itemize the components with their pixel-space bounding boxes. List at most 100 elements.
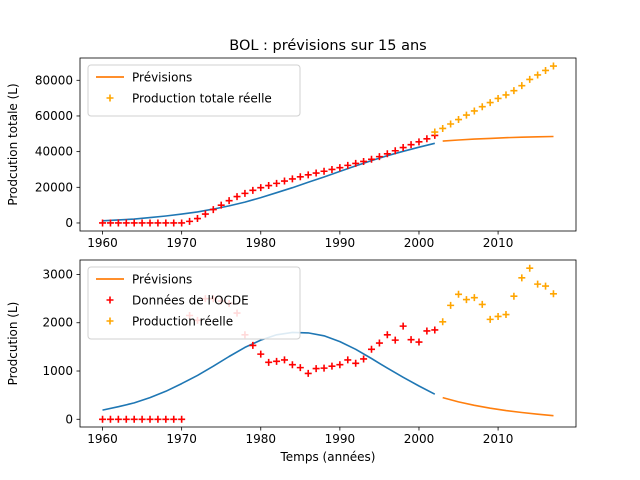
legend-label: Production totale réelle — [132, 92, 272, 106]
data-point-plus — [360, 157, 368, 165]
data-point-plus — [154, 219, 162, 227]
series-line-1 — [442, 396, 554, 417]
data-point-plus — [193, 215, 201, 223]
data-point-plus — [447, 120, 455, 128]
data-point-plus — [542, 66, 550, 74]
data-point-plus — [391, 336, 399, 344]
data-point-plus — [146, 219, 154, 227]
data-point-plus — [415, 138, 423, 146]
data-point-plus — [162, 219, 170, 227]
data-point-plus — [534, 280, 542, 288]
y-tick-label: 40000 — [35, 145, 73, 159]
legend-label: Données de l'OCDE — [132, 294, 249, 308]
data-point-plus — [170, 219, 178, 227]
data-point-plus — [241, 189, 249, 197]
y-tick-label: 1000 — [42, 364, 73, 378]
data-point-plus — [138, 415, 146, 423]
y-tick-label: 0 — [65, 412, 73, 426]
data-point-plus — [391, 147, 399, 155]
data-point-plus — [99, 219, 107, 227]
data-point-plus — [249, 186, 257, 194]
x-tick-label: 1990 — [325, 236, 356, 250]
legend-plus-marker — [106, 94, 114, 102]
data-point-plus — [146, 415, 154, 423]
axes-frame — [79, 259, 577, 428]
data-point-plus — [502, 311, 510, 319]
x-tick-label: 2000 — [404, 236, 435, 250]
x-tick-label: 2010 — [483, 236, 514, 250]
data-point-plus — [170, 415, 178, 423]
data-point-plus — [526, 264, 534, 272]
data-point-plus — [549, 290, 557, 298]
data-point-plus — [217, 201, 225, 209]
data-point-plus — [534, 71, 542, 79]
data-point-plus — [455, 116, 463, 124]
data-point-plus — [399, 322, 407, 330]
data-point-plus — [447, 301, 455, 309]
data-point-plus — [415, 338, 423, 346]
data-point-plus — [257, 184, 265, 192]
data-point-plus — [336, 361, 344, 369]
data-point-plus — [186, 217, 194, 225]
data-point-plus — [462, 111, 470, 119]
data-point-plus — [336, 164, 344, 172]
data-point-plus — [178, 415, 186, 423]
data-point-plus — [225, 197, 233, 205]
data-point-plus — [518, 274, 526, 282]
data-point-plus — [486, 99, 494, 107]
data-point-plus — [470, 107, 478, 115]
data-point-plus — [486, 315, 494, 323]
legend-label: Prévisions — [132, 71, 192, 85]
data-point-plus — [249, 341, 257, 349]
legend-plus-marker — [106, 296, 114, 304]
data-point-plus — [209, 206, 217, 214]
data-point-plus — [399, 144, 407, 152]
data-point-plus — [328, 362, 336, 370]
data-point-plus — [122, 415, 130, 423]
data-point-plus — [320, 167, 328, 175]
data-point-plus — [478, 300, 486, 308]
legend: Prévisions Données de l'OCDE Production ré… — [87, 266, 301, 340]
data-point-plus — [296, 173, 304, 181]
y-tick-label: 80000 — [35, 73, 73, 87]
x-tick-label: 1970 — [166, 432, 197, 446]
data-point-plus — [368, 155, 376, 163]
data-point-plus — [288, 361, 296, 369]
data-point-plus — [257, 350, 265, 358]
data-point-plus — [439, 318, 447, 326]
data-point-plus — [510, 292, 518, 300]
data-point-plus — [288, 175, 296, 183]
data-point-plus — [383, 331, 391, 339]
y-axis-label: Prodcution totale (L) — [6, 83, 20, 205]
data-point-plus — [280, 177, 288, 185]
data-point-plus — [352, 359, 360, 367]
data-point-plus — [526, 75, 534, 83]
top-plot-total-production: 1960 1970 1980 1990 2000 2010 0 20000 40000 60000… — [6, 57, 577, 250]
data-point-plus — [518, 82, 526, 90]
x-tick-label: 1960 — [87, 236, 118, 250]
data-point-plus — [280, 356, 288, 364]
chart-title: BOL : prévisions sur 15 ans — [229, 38, 426, 54]
data-point-plus — [549, 62, 557, 70]
data-point-plus — [273, 357, 281, 365]
data-point-plus — [542, 282, 550, 290]
bottom-plot-yearly-production: 1960 1970 1980 1990 2000 2010 0 1000 2000 3000 Pro… — [6, 259, 577, 464]
data-point-plus — [375, 153, 383, 161]
data-point-plus — [470, 294, 478, 302]
data-point-plus — [328, 165, 336, 173]
data-point-plus — [233, 193, 241, 201]
data-point-plus — [312, 169, 320, 177]
x-axis-label: Temps (années) — [280, 450, 376, 464]
y-tick-label: 2000 — [42, 316, 73, 330]
y-tick-label: 20000 — [35, 180, 73, 194]
data-point-plus — [320, 364, 328, 372]
data-point-plus — [478, 103, 486, 111]
x-tick-label: 2000 — [404, 432, 435, 446]
data-point-plus — [431, 128, 439, 136]
x-tick-label: 1960 — [87, 432, 118, 446]
data-point-plus — [455, 290, 463, 298]
data-point-plus — [201, 210, 209, 218]
data-point-plus — [265, 182, 273, 190]
data-point-plus — [130, 415, 138, 423]
